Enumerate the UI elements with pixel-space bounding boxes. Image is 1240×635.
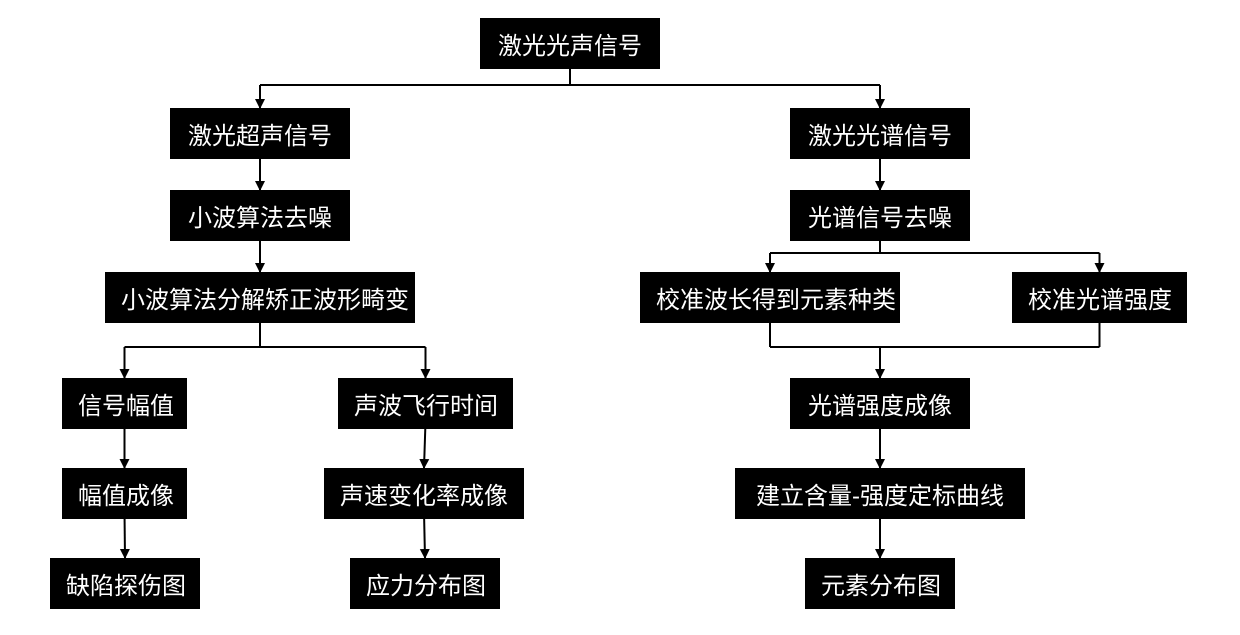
node-l_amp_img: 幅值成像 <box>62 468 187 519</box>
node-l_defect: 缺陷探伤图 <box>50 558 200 609</box>
node-root: 激光光声信号 <box>480 18 660 69</box>
node-r_curve: 建立含量-强度定标曲线 <box>735 468 1025 519</box>
node-right1: 激光光谱信号 <box>790 108 970 159</box>
node-r_int_img: 光谱强度成像 <box>790 378 970 429</box>
node-left1: 激光超声信号 <box>170 108 350 159</box>
node-l_stress: 应力分布图 <box>350 558 500 609</box>
node-l_tof: 声波飞行时间 <box>338 378 513 429</box>
node-left2: 小波算法去噪 <box>170 190 350 241</box>
node-left3: 小波算法分解矫正波形畸变 <box>105 272 415 323</box>
node-right2: 光谱信号去噪 <box>790 190 970 241</box>
node-l_amp: 信号幅值 <box>62 378 187 429</box>
node-right3b: 校准光谱强度 <box>1012 272 1187 323</box>
node-l_vel_img: 声速变化率成像 <box>324 468 524 519</box>
node-right3a: 校准波长得到元素种类 <box>640 272 900 323</box>
node-r_elem: 元素分布图 <box>805 558 955 609</box>
